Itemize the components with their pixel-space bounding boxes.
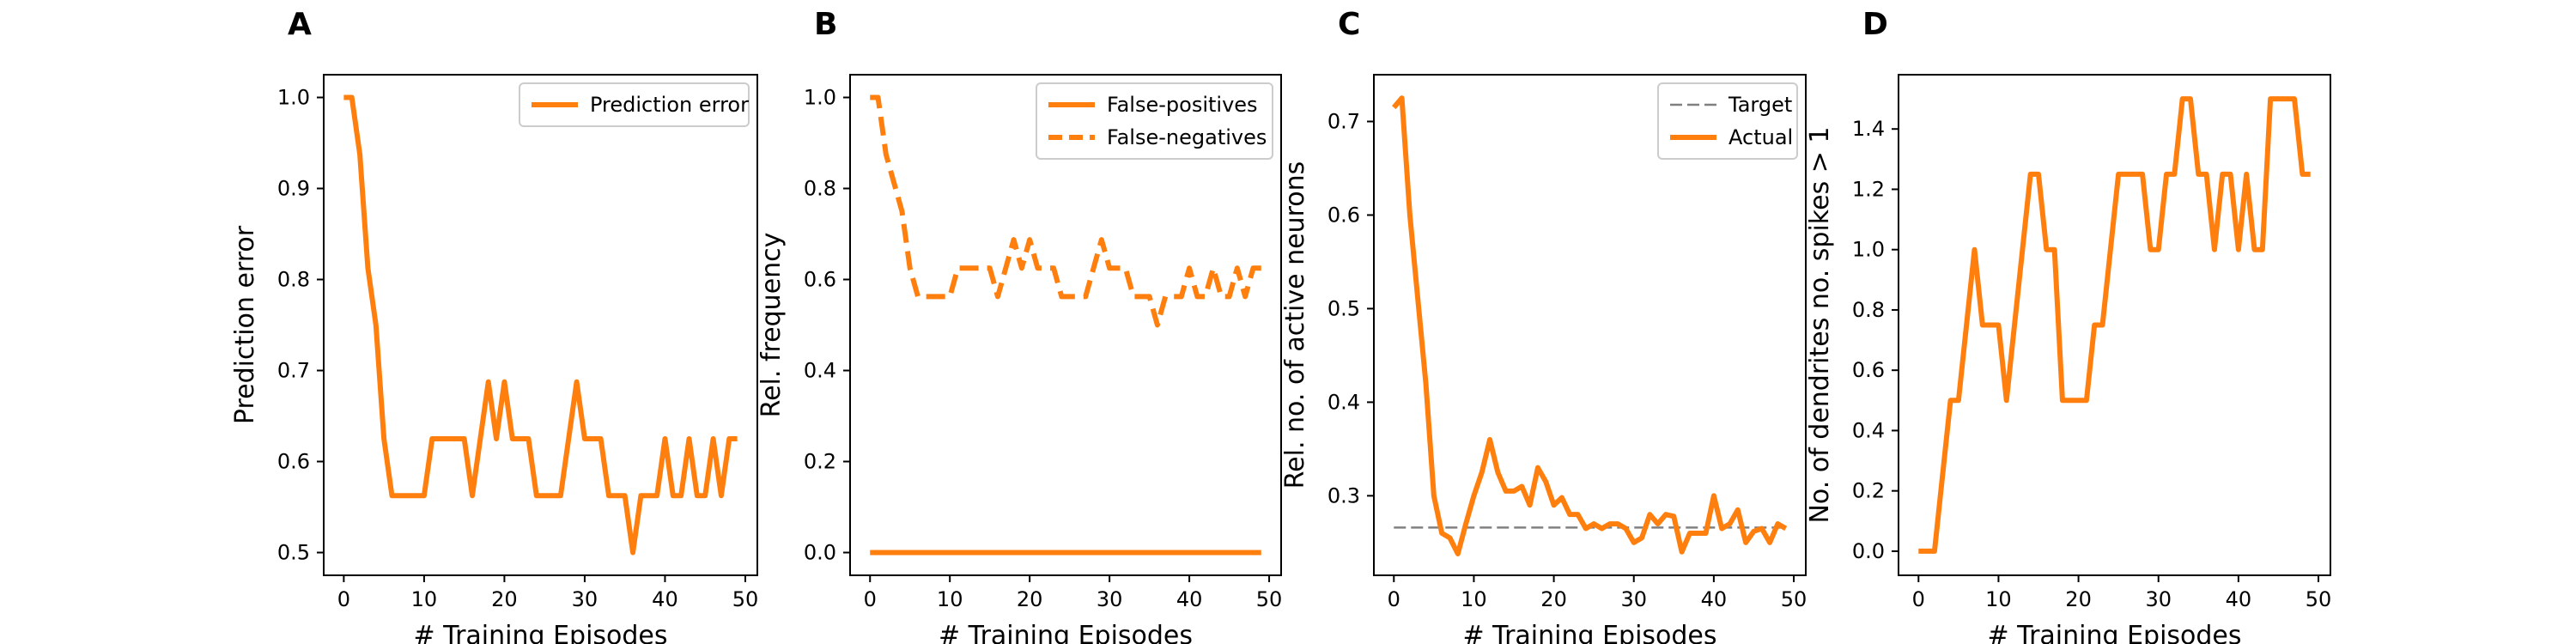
panel-letter: D: [1862, 7, 1888, 42]
x-axis-label: # Training Episodes: [1987, 621, 2241, 644]
panel-c: 0 10 20 30 40 50 0.3 0.4 0.5 0.6 0.7 # Training Epi…: [1280, 7, 1807, 644]
y-axis-label: Rel. frequency: [756, 233, 787, 418]
legend-label: False-negatives: [1107, 125, 1267, 149]
x-tick-label: 20: [1540, 587, 1567, 611]
legend-label: Actual: [1728, 125, 1793, 149]
y-tick-label: 1.0: [804, 86, 836, 110]
x-tick-label: 20: [2065, 587, 2092, 611]
legend-label: Target: [1728, 93, 1792, 117]
y-tick-label: 0.0: [1852, 539, 1885, 563]
y-axis-label: No. of dendrites no. spikes > 1: [1805, 126, 1835, 523]
y-tick-label: 0.0: [804, 541, 836, 565]
y-tick-label: 0.7: [1327, 109, 1360, 133]
x-tick-label: 50: [1781, 587, 1807, 611]
x-tick-label: 40: [1701, 587, 1728, 611]
y-tick-label: 0.2: [1852, 479, 1885, 503]
y-tick-label: 1.0: [1852, 238, 1885, 262]
y-tick-label: 0.6: [1327, 203, 1360, 227]
y-tick-label: 0.6: [804, 268, 836, 292]
x-tick-label: 30: [1097, 587, 1123, 611]
x-tick-label: 50: [2306, 587, 2332, 611]
plot-frame: [323, 74, 758, 576]
x-tick-label: 0: [337, 587, 350, 611]
x-tick-label: 20: [491, 587, 518, 611]
x-axis-label: # Training Episodes: [413, 621, 667, 644]
x-axis-label: # Training Episodes: [1462, 621, 1716, 644]
y-tick-label: 0.4: [1327, 390, 1360, 414]
panel-letter: B: [814, 7, 837, 42]
x-tick-label: 10: [1461, 587, 1487, 611]
series-line-1: [1392, 95, 1788, 556]
y-tick-label: 0.8: [1852, 298, 1885, 322]
y-tick-label: 0.6: [277, 450, 310, 474]
y-tick-label: 0.8: [804, 177, 836, 201]
plot-frame: [1898, 74, 2331, 576]
panel-d: 0 10 20 30 40 50 0.0 0.2 0.4 0.6 0.8 1.0 1.2 1.4 # Tra…: [1805, 7, 2331, 644]
x-tick-label: 10: [937, 587, 963, 611]
panel-letter: A: [288, 7, 312, 42]
panel-b: 0 10 20 30 40 50 0.0 0.2 0.4 0.6 0.8 1.0 # Training …: [756, 7, 1282, 644]
y-tick-label: 1.4: [1852, 117, 1885, 141]
y-tick-label: 0.4: [804, 359, 836, 383]
y-axis-label: Rel. no. of active neurons: [1280, 161, 1310, 489]
x-tick-label: 30: [572, 587, 598, 611]
legend-frame: [1036, 82, 1273, 160]
y-tick-label: 0.5: [1327, 296, 1360, 320]
y-tick-label: 0.9: [277, 177, 310, 201]
x-tick-label: 50: [732, 587, 759, 611]
legend: Prediction error: [519, 82, 750, 127]
y-tick-label: 0.2: [804, 450, 836, 474]
series-line-0: [1918, 96, 2311, 554]
x-tick-label: 30: [2145, 587, 2172, 611]
y-tick-label: 0.7: [277, 359, 310, 383]
y-tick-label: 0.8: [277, 268, 310, 292]
legend-label: False-positives: [1107, 93, 1258, 117]
y-axis-label: Prediction error: [230, 225, 260, 424]
x-tick-label: 20: [1017, 587, 1043, 611]
y-tick-label: 0.6: [1852, 358, 1885, 382]
plot-frame: [849, 74, 1282, 576]
y-tick-label: 1.0: [277, 86, 310, 110]
x-tick-label: 40: [2226, 587, 2252, 611]
legend-label: Prediction error: [590, 93, 749, 117]
plot-frame: [1373, 74, 1807, 576]
x-tick-label: 10: [1985, 587, 2012, 611]
series-line-1: [870, 94, 1261, 328]
x-tick-label: 10: [411, 587, 438, 611]
x-tick-label: 0: [864, 587, 877, 611]
panel-letter: C: [1338, 7, 1360, 42]
legend: False-positives False-negatives: [1036, 82, 1273, 160]
panel-a: 0 10 20 30 40 50 0.5 0.6 0.7 0.8 0.9 1.0 # Training …: [230, 7, 758, 644]
x-tick-label: 30: [1620, 587, 1647, 611]
y-tick-label: 0.3: [1327, 483, 1360, 507]
y-tick-label: 0.4: [1852, 418, 1885, 442]
x-tick-label: 40: [652, 587, 678, 611]
y-tick-label: 1.2: [1852, 177, 1885, 201]
x-axis-label: # Training Episodes: [939, 621, 1193, 644]
series-line-0: [343, 94, 738, 556]
x-tick-label: 0: [1912, 587, 1925, 611]
legend-frame: [519, 82, 750, 127]
y-tick-label: 0.5: [277, 541, 310, 565]
x-tick-label: 0: [1388, 587, 1400, 611]
legend: Target Actual: [1657, 82, 1798, 160]
x-tick-label: 40: [1176, 587, 1203, 611]
x-tick-label: 50: [1256, 587, 1283, 611]
